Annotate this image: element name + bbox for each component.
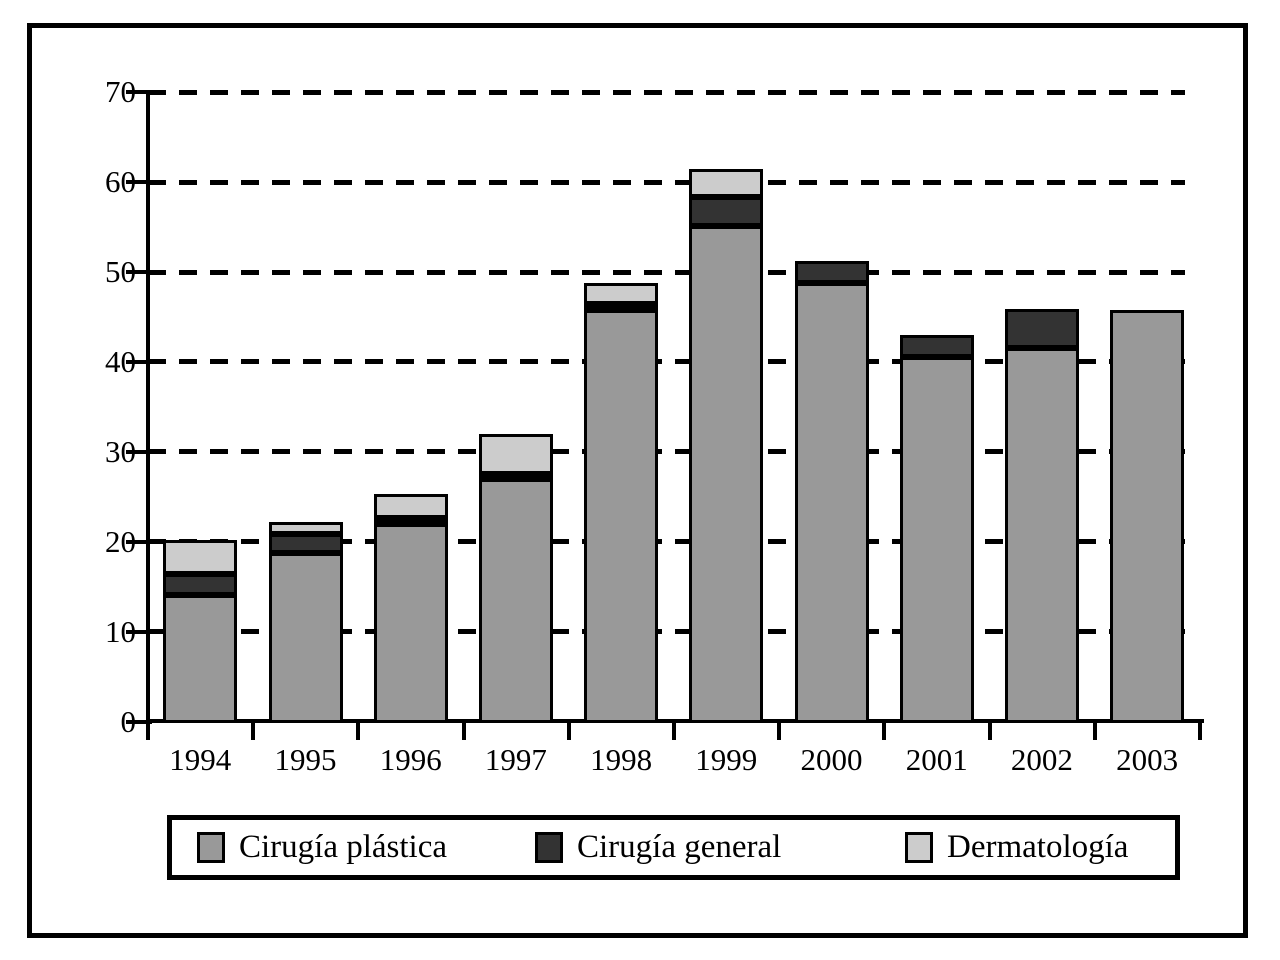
bar-segment-1994 [163, 539, 238, 574]
x-axis-tick [987, 721, 992, 740]
bar-segment-2002 [1004, 348, 1079, 723]
x-axis-label: 1995 [274, 742, 337, 777]
y-axis-tick [126, 719, 152, 724]
y-axis-label: 10 [105, 613, 136, 649]
bar-segment-1999 [689, 225, 764, 723]
y-axis-tick [126, 90, 152, 95]
x-axis-label: 1994 [169, 742, 232, 777]
y-axis-tick [126, 359, 152, 364]
gridline [148, 179, 1185, 185]
gridline [148, 359, 1185, 365]
x-axis-label: 1996 [379, 742, 442, 777]
y-axis-label: 70 [105, 74, 136, 110]
x-axis-tick [251, 721, 256, 740]
bar-segment-2001 [899, 357, 974, 723]
y-axis-tick [126, 629, 152, 634]
legend-swatch-icon [905, 832, 933, 863]
x-axis-tick [777, 721, 782, 740]
y-axis-label: 20 [105, 523, 136, 559]
x-axis-tick [1092, 721, 1097, 740]
y-axis-line [146, 90, 150, 723]
legend-item: Cirugía general [535, 820, 781, 875]
y-axis-tick [126, 539, 152, 544]
bar-segment-1998 [584, 310, 659, 723]
x-axis-tick [882, 721, 887, 740]
x-axis-tick [356, 721, 361, 740]
legend-label: Cirugía plástica [239, 829, 448, 865]
gridline [148, 629, 1185, 635]
bar-segment-2003 [1110, 310, 1185, 723]
y-axis-label: 60 [105, 164, 136, 200]
bar-segment-1999 [689, 169, 764, 198]
legend-label: Cirugía general [577, 829, 782, 865]
x-axis-label: 2003 [1116, 742, 1179, 777]
bar-segment-2002 [1004, 309, 1079, 349]
bar-segment-1995 [268, 521, 343, 535]
bar-segment-2000 [794, 283, 869, 723]
bar-segment-1998 [584, 282, 659, 305]
bar-segment-1997 [478, 473, 553, 480]
gridline [148, 449, 1185, 455]
bar-segment-1998 [584, 304, 659, 311]
bar-segment-1995 [268, 553, 343, 723]
bar-segment-1996 [373, 524, 448, 723]
x-axis-tick [146, 721, 150, 740]
y-axis-tick [126, 180, 152, 185]
x-axis-tick [566, 721, 571, 740]
x-axis-label: 2001 [905, 742, 968, 777]
gridline [148, 89, 1185, 95]
bar-segment-1996 [373, 493, 448, 519]
bar-segment-2001 [899, 334, 974, 358]
x-axis-label: 1998 [590, 742, 653, 777]
y-axis-label: 0 [120, 703, 137, 739]
bar-segment-1997 [478, 434, 553, 474]
bar-segment-1996 [373, 518, 448, 525]
bar-segment-1994 [163, 573, 238, 596]
bar-segment-2000 [794, 260, 869, 284]
x-axis-tick [672, 721, 676, 740]
x-axis-label: 1999 [695, 742, 758, 777]
x-axis-tick [1198, 721, 1202, 740]
x-axis-label: 2000 [800, 742, 863, 777]
bar-segment-1995 [268, 534, 343, 554]
legend-swatch-icon [535, 832, 563, 863]
y-axis-tick [126, 270, 152, 274]
y-axis-label: 30 [105, 433, 136, 469]
bar-segment-1994 [163, 595, 238, 723]
legend-item: Cirugía plástica [197, 820, 447, 875]
y-axis-tick [126, 449, 152, 454]
legend-label: Dermatología [947, 829, 1129, 865]
bar-segment-1999 [689, 197, 764, 226]
legend: Cirugía plástica Cirugía general Dermatolo… [167, 815, 1180, 880]
y-axis-label: 40 [105, 343, 136, 379]
x-axis-label: 1997 [484, 742, 547, 777]
legend-item: Dermatología [905, 820, 1128, 875]
gridline [148, 269, 1185, 275]
x-axis-label: 2002 [1010, 742, 1073, 777]
gridline [148, 539, 1185, 545]
legend-swatch-icon [197, 832, 225, 863]
y-axis-label: 50 [105, 254, 136, 289]
x-axis-tick [461, 721, 466, 740]
bar-segment-1997 [478, 479, 553, 723]
